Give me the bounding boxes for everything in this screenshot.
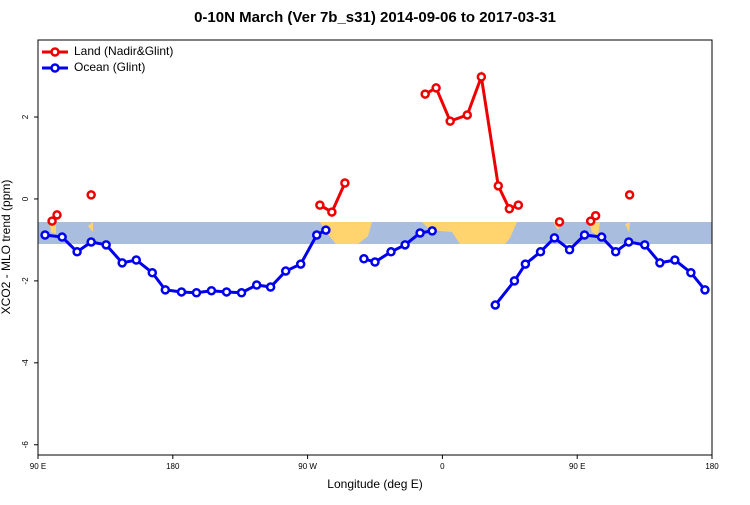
chart-title: 0-10N March (Ver 7b_s31) 2014-09-06 to 2… <box>194 9 556 26</box>
point <box>47 216 57 226</box>
point <box>370 257 380 267</box>
point <box>585 216 596 226</box>
point <box>655 258 665 268</box>
point <box>236 288 247 298</box>
x-tick-label: 180 <box>166 462 180 471</box>
point <box>462 110 473 120</box>
point <box>624 190 635 200</box>
point <box>40 230 50 240</box>
point <box>445 116 455 126</box>
legend-marker <box>50 63 60 73</box>
y-tick-label: -6 <box>21 441 30 449</box>
point <box>493 181 504 191</box>
point <box>315 200 325 210</box>
point <box>579 230 590 240</box>
point <box>549 233 560 243</box>
ocean-strip <box>38 222 712 244</box>
legend-label: Land (Nadir&Glint) <box>74 44 173 58</box>
point <box>280 266 291 276</box>
x-tick-label: 90 E <box>30 462 46 471</box>
point <box>221 287 232 297</box>
land-patch <box>320 222 372 244</box>
point <box>86 237 96 247</box>
point <box>327 207 337 217</box>
plot-frame <box>37 39 713 456</box>
point <box>564 245 575 255</box>
point <box>295 259 306 269</box>
point <box>176 287 187 297</box>
point <box>359 254 369 264</box>
point <box>206 285 217 296</box>
point <box>131 255 142 265</box>
point <box>311 230 322 240</box>
point <box>670 255 680 265</box>
point <box>191 288 202 298</box>
point <box>686 267 696 278</box>
land-patch <box>88 222 93 232</box>
point <box>415 228 425 238</box>
point <box>72 247 82 257</box>
point <box>610 247 621 257</box>
point <box>476 72 487 82</box>
point <box>590 211 601 221</box>
map-strip <box>38 222 712 244</box>
x-tick-label: 90 W <box>298 462 317 471</box>
y-tick-label: 0 <box>21 196 30 201</box>
y-tick-label: -4 <box>21 359 30 367</box>
point <box>117 258 127 268</box>
point <box>265 282 276 292</box>
point <box>490 300 501 310</box>
point <box>504 204 515 214</box>
point <box>520 259 531 269</box>
point <box>431 83 441 93</box>
land-patch <box>625 222 630 232</box>
x-tick-label: 180 <box>705 462 719 471</box>
point <box>400 240 410 250</box>
land-patch <box>422 222 517 244</box>
point <box>513 200 524 210</box>
point <box>596 232 607 242</box>
point <box>700 285 710 295</box>
point <box>420 89 430 99</box>
point <box>554 217 565 227</box>
legend-marker <box>50 47 60 57</box>
point <box>160 285 171 295</box>
point <box>386 247 396 257</box>
point <box>251 280 262 290</box>
point <box>321 225 331 235</box>
legend-label: Ocean (Glint) <box>74 60 145 74</box>
point <box>101 240 111 250</box>
point <box>639 240 650 250</box>
y-tick-label: 2 <box>21 114 30 119</box>
point <box>509 276 520 286</box>
x-axis-label: Longitude (deg E) <box>327 477 422 491</box>
point <box>427 226 437 236</box>
x-tick-label: 0 <box>440 462 445 471</box>
y-axis-label: XCO2 - MLO trend (ppm) <box>0 180 13 315</box>
series-line <box>52 77 630 221</box>
point <box>340 178 350 188</box>
point <box>535 247 546 257</box>
y-tick-label: -2 <box>21 277 30 285</box>
point <box>52 210 62 220</box>
point <box>147 267 158 278</box>
point <box>57 232 67 242</box>
land-patch <box>590 222 600 236</box>
x-tick-label: 90 E <box>569 462 585 471</box>
point <box>86 190 96 200</box>
point <box>623 237 634 247</box>
